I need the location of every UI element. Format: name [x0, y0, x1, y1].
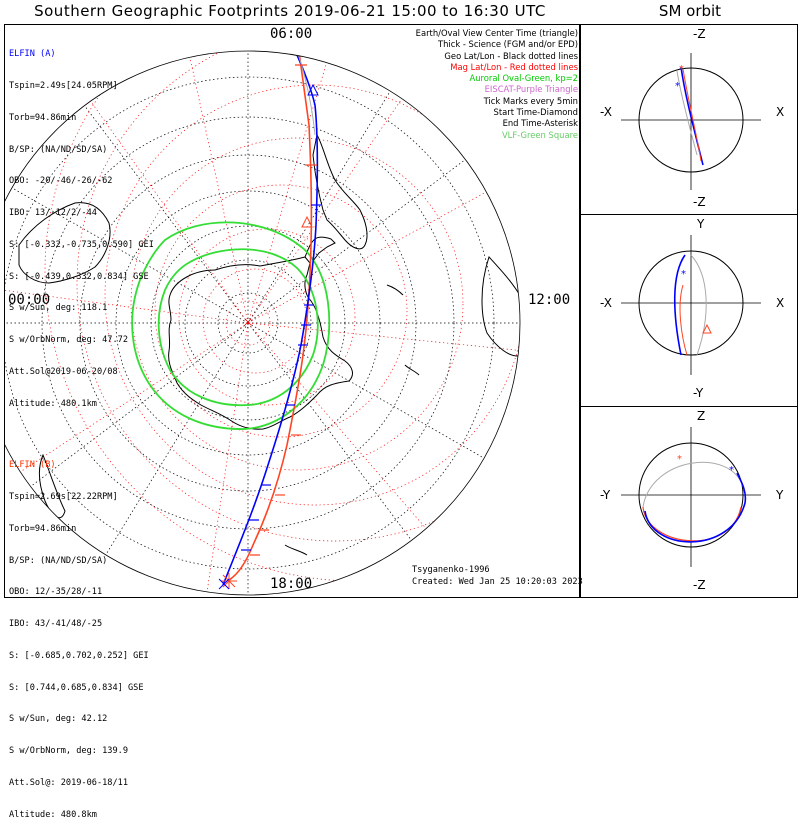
- elfin-a-line: S: [-0.332,-0.735,0.590] GEI: [9, 239, 154, 250]
- sm-a-marker: *: [681, 269, 686, 280]
- sm-panel-3: [580, 406, 798, 598]
- elfin-b-track[interactable]: [228, 37, 313, 581]
- elfin-a-line: Att.Sol@2019-06-20/08: [9, 367, 118, 377]
- sm1-left-label: -X: [600, 105, 612, 119]
- africa-coast: [481, 256, 520, 357]
- antarctic-peninsula: [304, 236, 336, 262]
- elfin-b-name: ELFIN (B): [9, 460, 56, 471]
- elfin-a-line: OBO: -20/-46/-26/-62: [9, 176, 113, 187]
- auroral-oval: [131, 221, 331, 430]
- legend-item: End Time-Asterisk: [502, 118, 578, 129]
- elfin-b-line: Altitude: 480.8km: [9, 809, 97, 820]
- polar-footprint-map[interactable]: [5, 25, 579, 597]
- elfin-a-info: ELFIN (A) Tspin=2.49s[24.05RPM] Torb=94.…: [9, 28, 154, 420]
- map-panel: [4, 24, 580, 598]
- elfin-a-line: Torb=94.86min: [9, 112, 77, 123]
- elfin-a-line: S w/OrbNorm, deg: 47.72: [9, 335, 128, 346]
- sm-a-orbit: [673, 254, 686, 356]
- elfin-a-line: IBO: 13/-12/2/-44: [9, 208, 97, 219]
- sm-a-marker: *: [675, 81, 680, 92]
- legend-item: VLF-Green Square: [501, 129, 578, 140]
- elfin-b-line: OBO: 12/-35/28/-11: [9, 587, 103, 598]
- sm-orbit-title: SM orbit: [658, 2, 722, 20]
- map-boundary: [5, 50, 521, 596]
- elfin-a-ticks: [241, 204, 321, 551]
- sm3-top-label: Z: [697, 409, 706, 423]
- sm-b-orbit: [682, 68, 702, 162]
- legend-item: Earth/Oval View Center Time (triangle): [415, 28, 578, 38]
- sm1-top-label: -Z: [693, 27, 706, 41]
- pole-marker: [244, 318, 252, 326]
- elfin-a-line: Altitude: 480.1km: [9, 398, 97, 409]
- sm-b-marker: *: [677, 454, 682, 465]
- sm3-left-label: -Y: [600, 488, 611, 502]
- map-legend: Earth/Oval View Center Time (triangle) T…: [416, 28, 578, 141]
- elfin-b-line: Tspin=2.69s[22.22RPM]: [9, 491, 118, 502]
- time-label-right: 12:00: [528, 292, 571, 308]
- sm-triangle: [702, 323, 712, 334]
- south-america-coast: [312, 133, 368, 250]
- sm3-bottom-label: -Z: [693, 578, 706, 592]
- sm-gray-orbit: [642, 461, 744, 508]
- sm2-right-label: X: [776, 296, 785, 310]
- elfin-a-line: S w/Sun, deg: 118.1: [9, 303, 108, 314]
- elfin-b-ticks: [250, 64, 317, 556]
- elfin-b-line: B/SP: (NA/ND/SD/SA): [9, 555, 108, 566]
- legend-item: Mag Lat/Lon - Red dotted lines: [450, 61, 578, 72]
- elfin-b-end-asterisk: [221, 573, 237, 589]
- elfin-b-line: S w/Sun, deg: 42.12: [9, 714, 108, 725]
- elfin-b-line: S: [-0.685,0.702,0.252] GEI: [9, 650, 149, 661]
- elfin-a-line: Tspin=2.49s[24.05RPM]: [9, 80, 118, 91]
- elfin-b-line: Torb=94.86min: [9, 523, 77, 534]
- sm-orbit-xz-plot[interactable]: * *: [581, 25, 797, 214]
- elfin-b-info: ELFIN (B) Tspin=2.69s[22.22RPM] Torb=94.…: [9, 439, 149, 831]
- time-label-left: 00:00: [8, 292, 51, 308]
- elfin-b-line: S: [0.744,0.685,0.834] GSE: [9, 682, 144, 693]
- legend-item: Tick Marks every 5min: [483, 95, 578, 106]
- elfin-b-center-triangle: [301, 215, 313, 228]
- elfin-b-line: S w/OrbNorm, deg: 139.9: [9, 746, 128, 757]
- legend-item: Thick - Science (FGM and/or EPD): [437, 39, 578, 50]
- sm-b-orbit: [679, 284, 688, 356]
- page-title: Southern Geographic Footprints 2019-06-2…: [34, 2, 546, 20]
- sm2-bottom-label: -Y: [693, 386, 704, 400]
- legend-item: EISCAT-Purple Triangle: [484, 84, 578, 95]
- elfin-a-center-triangle: [307, 83, 319, 96]
- elfin-a-line: B/SP: (NA/ND/SD/SA): [9, 144, 108, 155]
- sm1-bottom-label: -Z: [693, 195, 706, 209]
- elfin-a-end-asterisk: [218, 578, 230, 590]
- sm-gray-orbit: [690, 254, 707, 356]
- elfin-b-line: IBO: 43/-41/48/-25: [9, 619, 103, 630]
- sm-a-marker: *: [729, 465, 734, 476]
- time-label-top: 06:00: [270, 26, 313, 42]
- elfin-a-name: ELFIN (A): [9, 49, 56, 60]
- australia-coast: [18, 202, 111, 284]
- sm-orbit-yz-plot[interactable]: * *: [581, 407, 797, 597]
- legend-item: Geo Lat/Lon - Black dotted lines: [444, 50, 578, 61]
- legend-item: Auroral Oval-Green, kp=2: [469, 73, 578, 84]
- sm1-right-label: X: [776, 105, 785, 119]
- elfin-b-line: Att.Sol@: 2019-06-18/11: [9, 778, 128, 788]
- sm-gray-orbit: [676, 70, 698, 156]
- sm2-left-label: -X: [600, 296, 612, 310]
- sm2-top-label: Y: [697, 217, 705, 231]
- elfin-a-line: S: [-0.439,0.332,0.834] GSE: [9, 271, 149, 282]
- legend-item: Start Time-Diamond: [493, 107, 578, 118]
- model-label: Tsyganenko-1996: [412, 565, 490, 575]
- created-label: Created: Wed Jan 25 10:20:03 2023: [412, 577, 583, 587]
- sm-b-marker: *: [679, 64, 684, 75]
- sm-b-orbit: [642, 506, 742, 542]
- sm-a-orbit: [644, 472, 747, 543]
- elfin-gray-segment: [291, 51, 316, 136]
- time-label-bottom: 18:00: [270, 576, 313, 592]
- sm-orbit-xy-plot[interactable]: *: [581, 215, 797, 406]
- sm3-right-label: Y: [776, 488, 784, 502]
